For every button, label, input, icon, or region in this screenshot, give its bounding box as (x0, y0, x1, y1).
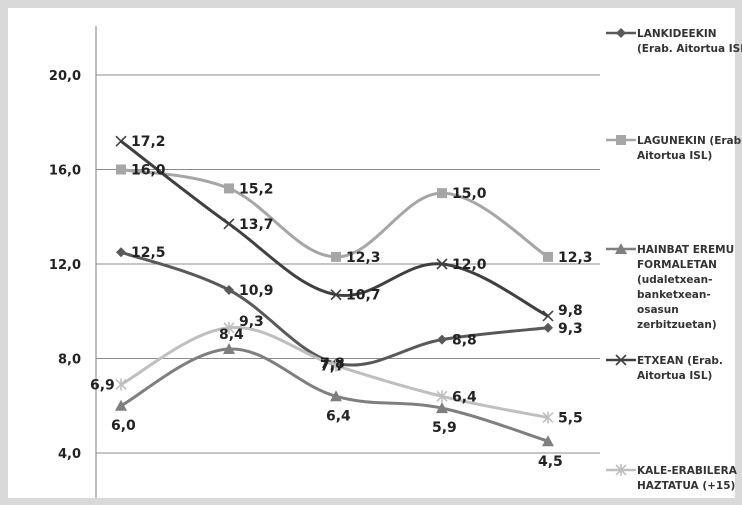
legend-label: ETXEAN (Erab. (637, 355, 723, 367)
y-tick-label: 20,0 (49, 69, 81, 84)
legend-label: HAINBAT EREMU (637, 244, 734, 256)
legend-label: HAZTATUA (+15) (637, 480, 735, 492)
legend-label: LANKIDEEKIN (637, 28, 717, 40)
data-label: 9,3 (558, 321, 583, 337)
data-point-marker (116, 165, 126, 175)
y-tick-label: 4,0 (58, 447, 81, 462)
legend-label: zerbitzuetan) (637, 319, 717, 331)
data-point-marker (616, 135, 626, 145)
data-label: 12,0 (452, 257, 487, 273)
legend-label: FORMALETAN (637, 259, 717, 271)
data-label: 13,7 (239, 217, 274, 233)
legend-label: LAGUNEKIN (Erab. (637, 135, 742, 147)
data-label: 15,2 (239, 181, 274, 197)
data-label: 9,3 (239, 314, 264, 330)
y-tick-label: 8,0 (58, 353, 81, 368)
y-tick-label: 12,0 (49, 258, 81, 273)
data-label: 5,5 (558, 411, 583, 427)
data-label: 9,8 (558, 303, 583, 319)
data-label: 16,0 (131, 163, 166, 179)
data-label: 6,0 (111, 418, 136, 434)
data-label: 5,9 (432, 420, 457, 436)
data-label: 8,8 (452, 333, 477, 349)
legend-label: osasun (637, 304, 679, 316)
data-label: 12,3 (346, 250, 381, 266)
data-label: 4,5 (538, 454, 563, 470)
data-label: 17,2 (131, 134, 166, 150)
data-label: 7,7 (320, 359, 345, 375)
data-label: 12,3 (558, 250, 593, 266)
legend-label: Aitortua ISL) (637, 370, 712, 382)
data-label: 15,0 (452, 186, 487, 202)
legend-label: (Erab. Aitortua ISL (637, 43, 742, 55)
data-point-marker (224, 183, 234, 193)
data-label: 10,9 (239, 283, 274, 299)
data-label: 6,4 (452, 389, 477, 405)
legend-label: KALE-ERABILERA (637, 465, 738, 477)
data-label: 6,9 (90, 377, 115, 393)
data-point-marker (543, 252, 553, 262)
data-point-marker (437, 188, 447, 198)
legend-label: banketxean- (637, 289, 711, 301)
data-label: 12,5 (131, 245, 166, 261)
legend-label: Aitortua ISL) (637, 150, 712, 162)
y-tick-label: 16,0 (49, 164, 81, 179)
data-label: 6,4 (326, 408, 351, 424)
legend-label: (udaletxean- (637, 274, 712, 286)
data-label: 10,7 (346, 288, 381, 304)
data-point-marker (331, 252, 341, 262)
